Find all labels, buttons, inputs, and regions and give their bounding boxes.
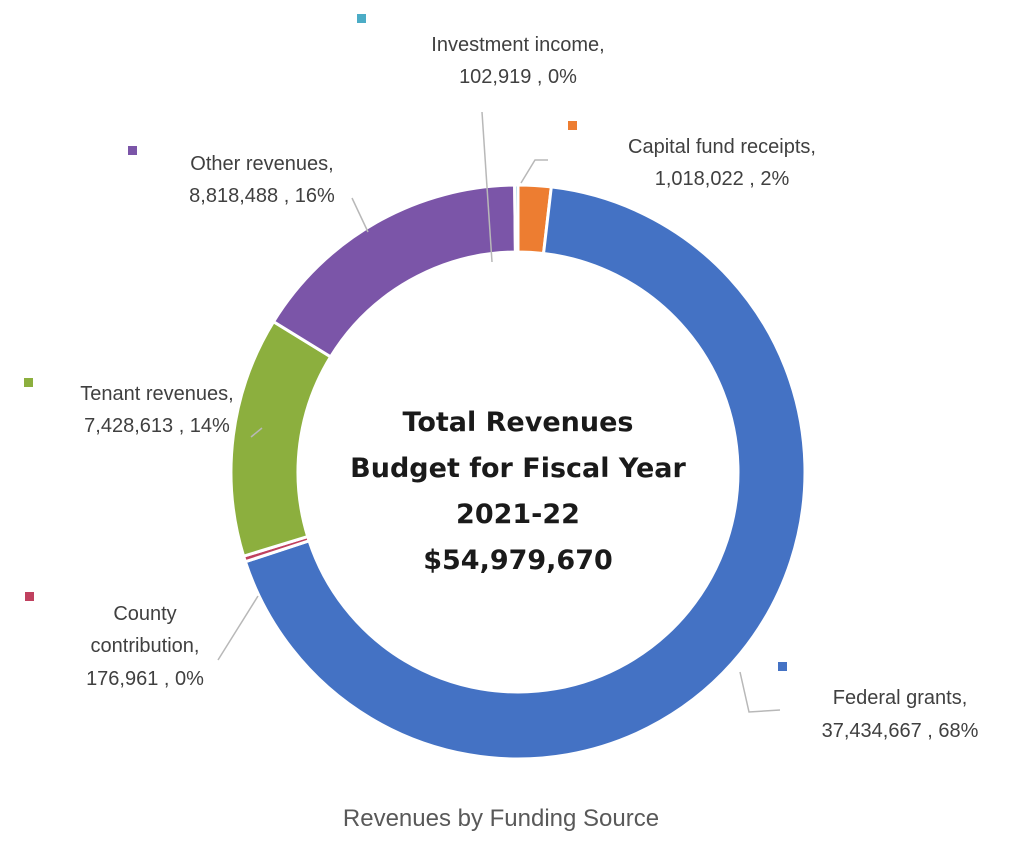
center-text: Total Revenues Budget for Fiscal Year 20… [350,407,686,576]
donut-slice-federal-grants [243,185,807,761]
label-federal-grants-name: Federal grants, [833,687,968,709]
label-county-contribution-line-2: contribution, [91,635,200,657]
center-text-line-1: Total Revenues [402,407,633,438]
donut-slice-other-revenues [271,183,517,359]
label-tenant-revenues-value: 7,428,613 , 14% [84,415,230,437]
legend-marker-federal-grants [778,662,787,671]
label-other-revenues-name: Other revenues, [190,153,333,175]
label-investment-income: Investment income, 102,919 , 0% [357,14,605,88]
leader-lines [217,111,781,713]
label-investment-income-name: Investment income, [431,34,604,56]
label-capital-fund-receipts: Capital fund receipts, 1,018,022 , 2% [568,121,816,190]
center-text-line-3: 2021-22 [456,499,580,530]
center-text-line-2: Budget for Fiscal Year [350,453,686,484]
label-other-revenues-value: 8,818,488 , 16% [189,185,335,207]
legend-marker-investment-income [357,14,366,23]
label-tenant-revenues-name: Tenant revenues, [80,383,233,405]
label-tenant-revenues: Tenant revenues, 7,428,613 , 14% [24,378,234,437]
legend-marker-tenant-revenues [24,378,33,387]
label-county-contribution: County contribution, 176,961 , 0% [25,592,204,690]
label-capital-fund-receipts-name: Capital fund receipts, [628,136,816,158]
leader-line-capital-fund-receipts [520,159,548,184]
leader-line-tenant-revenues [250,427,263,438]
label-investment-income-value: 102,919 , 0% [459,66,577,88]
leader-line-investment-income [481,111,493,263]
leader-line-county-contribution [217,595,259,661]
chart-title: Revenues by Funding Source [343,805,659,832]
label-capital-fund-receipts-value: 1,018,022 , 2% [655,168,790,190]
label-county-contribution-line-1: County [113,603,176,625]
legend-marker-other-revenues [128,146,137,155]
donut-slices [229,183,807,761]
leader-line-federal-grants [739,671,781,713]
legend-marker-capital-fund-receipts [568,121,577,130]
donut-slice-tenant-revenues [229,319,333,559]
label-federal-grants-value: 37,434,667 , 68% [822,720,979,742]
label-county-contribution-value: 176,961 , 0% [86,668,204,690]
label-federal-grants: Federal grants, 37,434,667 , 68% [778,662,979,742]
center-text-total: $54,979,670 [423,545,613,576]
legend-marker-county-contribution [25,592,34,601]
leader-line-other-revenues [351,197,369,233]
label-other-revenues: Other revenues, 8,818,488 , 16% [128,146,335,207]
donut-slice-investment-income [513,183,520,254]
